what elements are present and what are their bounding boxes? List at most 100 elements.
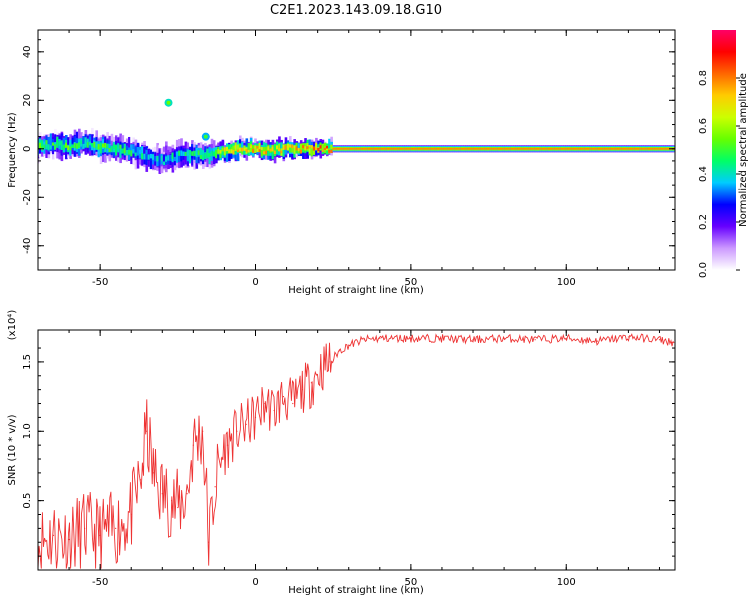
heatmap-cell xyxy=(563,147,566,150)
heatmap-cell xyxy=(584,147,588,150)
spectrogram-x-ticks: -50 0 50 100 xyxy=(37,30,660,288)
heatmap-cell xyxy=(62,137,66,151)
heatmap-cell xyxy=(236,144,240,152)
heatmap-cell xyxy=(567,147,571,150)
heatmap-cell xyxy=(439,147,442,150)
heatmap-cell xyxy=(465,147,468,150)
heatmap-cell xyxy=(156,155,159,162)
heatmap-cell xyxy=(271,146,275,160)
heatmap-cell xyxy=(528,147,531,150)
snr-point xyxy=(245,423,247,425)
heatmap-cell xyxy=(162,161,166,166)
heatmap-cell xyxy=(469,147,473,150)
heatmap-cell xyxy=(282,145,286,157)
snr-point xyxy=(596,340,598,342)
heatmap-cell xyxy=(241,148,244,155)
heatmap-cell xyxy=(145,154,149,160)
heatmap-cell xyxy=(91,143,94,147)
heatmap-cell xyxy=(130,150,133,157)
heatmap-cell xyxy=(467,147,470,150)
snr-point xyxy=(503,337,505,339)
heatmap-cell xyxy=(191,151,194,156)
heatmap-cell xyxy=(360,147,364,150)
heatmap-cell xyxy=(158,153,162,164)
heatmap-cell xyxy=(656,147,660,150)
heatmap-cell xyxy=(412,147,416,150)
snr-point xyxy=(310,382,313,384)
snr-point xyxy=(441,337,443,339)
heatmap-cell xyxy=(456,147,460,150)
heatmap-cell xyxy=(597,147,601,150)
heatmap-cell xyxy=(252,148,255,153)
snr-frame xyxy=(37,329,676,571)
snr-point xyxy=(139,479,142,481)
heatmap-cell xyxy=(339,147,342,150)
heatmap-cell xyxy=(576,147,579,150)
snr-point xyxy=(192,444,194,446)
heatmap-cell xyxy=(217,149,220,154)
heatmap-cell xyxy=(486,147,490,150)
heatmap-cell xyxy=(212,151,216,157)
colorbar-label: Normalized spectral amplitude xyxy=(738,73,749,227)
heatmap-cell xyxy=(175,151,179,156)
heatmap-cell xyxy=(617,147,621,150)
snr-point xyxy=(177,506,179,509)
heatmap-cell xyxy=(228,149,231,154)
heatmap-cell xyxy=(167,157,170,165)
heatmap-cell xyxy=(208,152,212,164)
x-tick-label: 0 xyxy=(252,577,258,588)
snr-x-label: Height of straight line (km) xyxy=(288,585,424,596)
snr-point xyxy=(236,430,238,432)
heatmap-cell xyxy=(452,147,455,150)
heatmap-cell xyxy=(536,147,540,150)
heatmap-cell xyxy=(484,147,488,150)
heatmap-cell xyxy=(119,144,122,149)
heatmap-cell xyxy=(219,150,223,154)
heatmap-cell xyxy=(143,153,146,160)
snr-point xyxy=(534,339,536,341)
heatmap-cell xyxy=(260,147,264,150)
heatmap-cell xyxy=(521,147,525,150)
heatmap-cell xyxy=(138,149,142,154)
heatmap-cell xyxy=(243,147,246,151)
heatmap-cell xyxy=(193,150,196,157)
y-tick-label: -40 xyxy=(22,238,33,254)
heatmap-cell xyxy=(206,150,209,157)
heatmap-cell xyxy=(384,147,388,150)
heatmap-cell xyxy=(410,147,414,150)
heatmap-cell xyxy=(71,144,75,149)
heatmap-cell xyxy=(639,147,642,150)
heatmap-cell xyxy=(495,147,499,150)
heatmap-cell xyxy=(256,145,259,149)
y-tick-label: 20 xyxy=(22,94,33,107)
heatmap-cell xyxy=(660,147,664,150)
heatmap-cell xyxy=(241,141,244,152)
heatmap-cell xyxy=(308,145,312,148)
x-tick-label: 50 xyxy=(405,277,418,288)
heatmap-blob-core xyxy=(203,134,208,139)
heatmap-cell xyxy=(643,147,647,150)
snr-point xyxy=(301,389,303,391)
heatmap-cell xyxy=(247,149,251,153)
heatmap-cell xyxy=(402,147,405,150)
heatmap-cell xyxy=(602,147,605,150)
heatmap-cell xyxy=(408,147,412,150)
heatmap-cell xyxy=(258,142,262,151)
heatmap-cell xyxy=(306,146,310,150)
heatmap-cell xyxy=(523,147,527,150)
heatmap-cell xyxy=(223,147,227,152)
heatmap-cell xyxy=(471,147,475,150)
snr-point xyxy=(671,341,673,344)
heatmap-cell xyxy=(254,147,257,154)
heatmap-cell xyxy=(210,150,214,157)
heatmap-cell xyxy=(600,147,603,150)
heatmap-cell xyxy=(591,147,594,150)
heatmap-cell xyxy=(380,147,383,150)
y-tick-label: 1.5 xyxy=(22,354,33,370)
heatmap-cell xyxy=(304,146,307,150)
heatmap-cell xyxy=(373,147,377,150)
heatmap-cell xyxy=(58,141,62,146)
heatmap-cell xyxy=(665,147,668,150)
heatmap-cell xyxy=(310,147,314,156)
heatmap-cell xyxy=(362,147,366,150)
